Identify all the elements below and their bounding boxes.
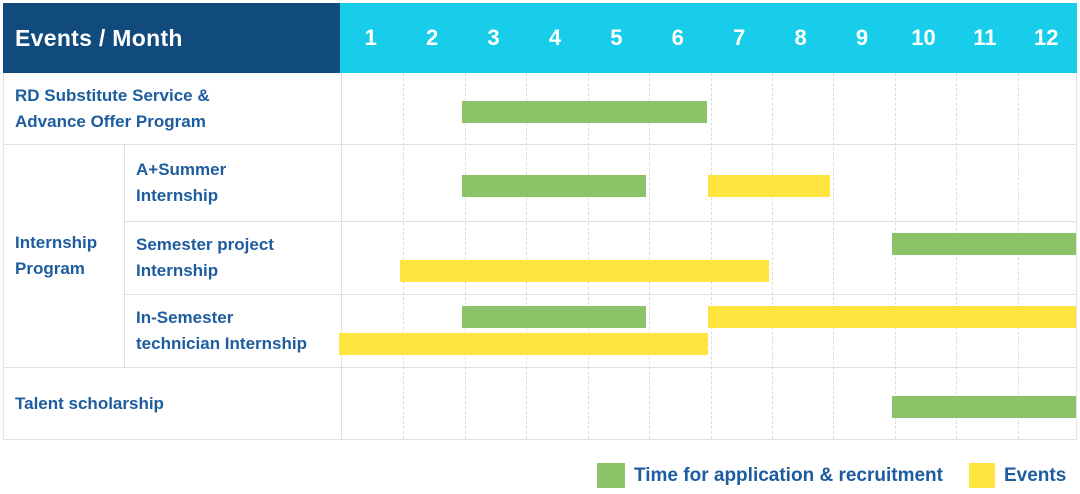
month-header-6: 6: [671, 25, 684, 50]
row-label-talent-scholarship: Talent scholarship: [15, 393, 164, 413]
bar-track-a-summer-internship: [339, 145, 1076, 221]
bar-track-in-semester-technician-internship: [339, 295, 1076, 367]
gantt-bar-event: [707, 175, 831, 197]
month-header-11: 11: [973, 25, 997, 50]
legend-item-events: Events: [969, 462, 1066, 489]
month-header-10: 10: [911, 25, 936, 50]
legend-swatch-recruitment: [597, 463, 625, 488]
group-subrows: A+Summer Internship Semester project Int…: [125, 145, 1076, 367]
legend-label-events: Events: [1004, 464, 1067, 486]
row-label-rd-substitute: RD Substitute Service & Advance Offer Pr…: [15, 85, 210, 131]
schedule-table: Events / Month 1 2 3 4 5 6 7 8 9 10 11 1…: [3, 3, 1077, 440]
month-header-4: 4: [548, 25, 562, 50]
row-rd-substitute: RD Substitute Service & Advance Offer Pr…: [4, 73, 1076, 145]
month-header-9: 9: [855, 25, 869, 50]
month-header-3: 3: [487, 25, 500, 50]
row-label-semester-project-internship: Semester project Internship: [136, 235, 274, 280]
month-header-1: 1: [364, 25, 377, 50]
month-header-2: 2: [425, 25, 439, 50]
month-header-strip: 1 2 3 4 5 6 7 8 9 10 11 12: [340, 3, 1077, 73]
month-header-8: 8: [794, 25, 807, 50]
row-label-in-semester-technician-internship: In-Semester technician Internship: [136, 308, 307, 353]
bar-track-semester-project-internship: [339, 222, 1076, 294]
gantt-bar-recruitment: [461, 100, 708, 123]
gantt-bar-recruitment: [891, 395, 1076, 418]
bar-track-talent-scholarship: [339, 368, 1076, 439]
gantt-bar-event: [339, 333, 708, 355]
bar-track-rd-substitute: [339, 73, 1076, 144]
row-talent-scholarship: Talent scholarship: [4, 368, 1076, 439]
month-gridlines: [341, 73, 1079, 439]
month-header-12: 12: [1034, 25, 1059, 50]
gantt-bar-event: [707, 306, 1076, 328]
month-header-5: 5: [610, 25, 623, 50]
gantt-bar-recruitment: [461, 306, 647, 328]
row-a-summer-internship: A+Summer Internship: [125, 145, 1076, 222]
month-header-7: 7: [733, 25, 746, 50]
legend-label-recruitment: Time for application & recruitment: [634, 464, 943, 486]
legend-item-recruitment: Time for application & recruitment: [597, 462, 943, 489]
gantt-bar-recruitment: [891, 233, 1076, 255]
row-label-a-summer-internship: A+Summer Internship: [136, 160, 227, 205]
table-body: RD Substitute Service & Advance Offer Pr…: [3, 73, 1077, 440]
group-internship-program: Internship Program A+Summer Internship S…: [4, 145, 1076, 368]
table-header-row: Events / Month 1 2 3 4 5 6 7 8 9 10 11 1…: [3, 3, 1077, 73]
row-in-semester-technician-internship: In-Semester technician Internship: [125, 295, 1076, 367]
group-label-internship-program: Internship Program: [4, 145, 125, 367]
gantt-bar-recruitment: [461, 175, 647, 197]
gantt-bar-event: [400, 260, 769, 282]
row-semester-project-internship: Semester project Internship: [125, 222, 1076, 295]
events-month-header: Events / Month: [3, 3, 340, 73]
legend-swatch-events: [969, 463, 995, 488]
